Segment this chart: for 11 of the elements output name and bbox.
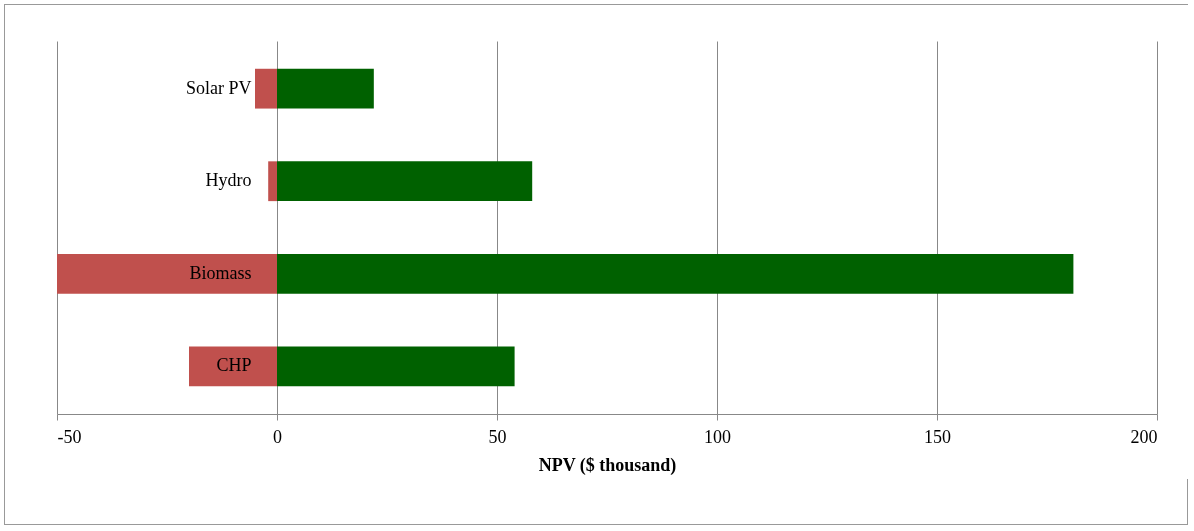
x-tick-label: 200 <box>1130 426 1158 447</box>
x-tick-label: 0 <box>273 426 282 447</box>
x-axis-title: NPV ($ thousand) <box>538 454 677 476</box>
x-tick-label: 100 <box>704 426 731 447</box>
y-tick-label: Hydro <box>205 170 252 191</box>
x-tick-label: 150 <box>924 426 951 447</box>
y-tick-label: CHP <box>216 355 252 376</box>
x-tick-label: -50 <box>57 426 82 447</box>
y-tick-label: Biomass <box>189 262 252 283</box>
x-tick-label: 50 <box>488 426 507 447</box>
y-tick-label: Solar PV <box>185 77 252 98</box>
